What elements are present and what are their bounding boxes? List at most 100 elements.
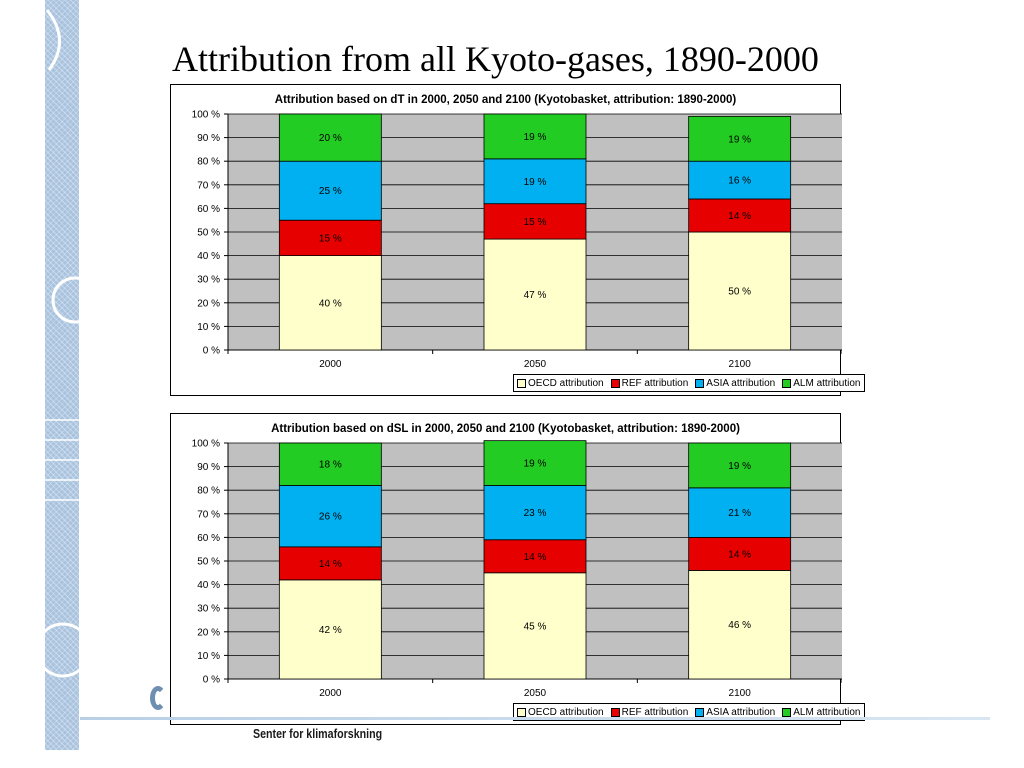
data-label: 19 % [728,134,751,145]
bar-segment [483,440,587,486]
data-label: 19 % [728,461,751,472]
y-tick-label: 20 % [197,298,220,309]
bar-segment [688,487,792,538]
data-label: 15 % [524,217,547,228]
y-tick-label: 10 % [197,322,220,333]
bar-segment [278,113,382,162]
data-label: 14 % [728,549,751,560]
y-tick-label: 80 % [197,486,220,497]
y-tick-label: 10 % [197,651,220,662]
data-label: 23 % [524,508,547,519]
y-tick-label: 90 % [197,133,220,144]
legend-item-alm: ALM attribution [782,378,861,389]
x-tick-label: 2100 [729,359,752,370]
data-label: 19 % [524,177,547,188]
chart-plot: 0 % 10 % 20 % 30 % 40 % 50 % 60 % 70 % 80 % 90 % 1… [192,110,842,370]
bar-segment [278,546,382,581]
legend-item-alm: ALM attribution [782,706,861,718]
data-label: 16 % [728,176,751,187]
y-tick-label: 100 % [192,110,220,121]
bar-segment [483,539,587,574]
legend-swatch [517,707,526,717]
y-tick-label: 30 % [197,275,220,286]
legend-item-oecd: OECD attribution [517,707,604,718]
bar-segment [483,238,587,351]
data-label: 21 % [728,508,751,519]
x-tick-label: 2000 [319,688,342,699]
chart-dt-attribution: Attribution based on dT in 2000, 2050 an… [170,84,865,396]
y-tick-label: 70 % [197,180,220,191]
data-label: 15 % [319,233,342,244]
data-label: 42 % [319,625,342,636]
y-tick-label: 60 % [197,533,220,544]
data-label: 14 % [728,211,751,222]
bar-segment [688,160,792,200]
bar-segment [278,579,382,680]
legend-item-asia: ASIA attribution [695,378,775,389]
bar-segment [688,570,792,680]
legend-swatch [782,707,792,717]
y-tick-label: 90 % [197,462,220,473]
bar-segment [483,113,587,160]
bar-segment [278,485,382,548]
y-tick-label: 80 % [197,157,220,168]
data-label: 19 % [524,132,547,143]
bar-segment [688,115,792,162]
x-tick-label: 2000 [319,359,342,370]
slide-title: Attribution from all Kyoto-gases, 1890-2… [172,39,819,79]
legend-item-asia: ASIA attribution [695,707,775,718]
x-tick-label: 2100 [729,688,752,699]
legend-label: REF attribution [621,706,689,718]
chart-title: Attribution based on dT in 2000, 2050 an… [274,94,737,106]
y-tick-label: 20 % [197,627,220,638]
data-label: 25 % [319,186,342,197]
legend-label: ASIA attribution [706,377,776,389]
legend-label: REF attribution [621,377,689,389]
legend-swatch [782,378,792,388]
legend-item-ref: REF attribution [610,377,689,389]
legend-swatch [610,378,620,388]
data-label: 18 % [319,460,342,471]
y-tick-label: 50 % [197,228,220,239]
bar-segment [688,537,792,571]
cicero-logo-icon [150,686,166,710]
y-tick-label: 60 % [197,204,220,215]
bar-segment [483,572,587,680]
data-label: 14 % [319,559,342,570]
footer-divider [80,717,990,720]
bar-segment [278,442,382,486]
legend-label: OECD attribution [528,377,604,389]
chart-plot: 0 % 10 % 20 % 30 % 40 % 50 % 60 % 70 % 80 % 90 % 1… [192,439,842,699]
legend-swatch [517,378,526,388]
y-tick-label: 40 % [197,580,220,591]
data-label: 26 % [319,512,342,523]
legend-item-oecd: OECD attribution [517,378,604,389]
bar-segment [688,231,792,351]
data-label: 50 % [728,287,751,298]
chart-title: Attribution based on dSL in 2000, 2050 a… [271,423,740,435]
chart-legend: OECD attribution REF attribution ASIA at… [513,703,865,721]
y-tick-label: 100 % [192,439,220,450]
data-label: 40 % [319,298,342,309]
bar-segment [483,485,587,541]
chart-dsl-attribution: Attribution based on dSL in 2000, 2050 a… [170,413,865,725]
data-label: 47 % [524,290,547,301]
data-label: 20 % [319,133,342,144]
y-tick-label: 50 % [197,557,220,568]
y-tick-label: 40 % [197,251,220,262]
data-label: 46 % [728,620,751,631]
y-tick-label: 70 % [197,509,220,520]
footer-organization: Senter for klimaforskning [253,726,383,741]
x-tick-label: 2050 [524,359,547,370]
y-tick-label: 0 % [203,346,220,357]
bar-segment [483,158,587,205]
legend-item-ref: REF attribution [610,706,689,718]
x-tick-label: 2050 [524,688,547,699]
y-tick-label: 0 % [203,675,220,686]
data-label: 19 % [524,459,547,470]
y-tick-label: 30 % [197,604,220,615]
strip-pattern [45,9,79,678]
data-label: 45 % [524,621,547,632]
decorative-side-strip [45,0,79,750]
legend-label: ALM attribution [793,706,861,718]
